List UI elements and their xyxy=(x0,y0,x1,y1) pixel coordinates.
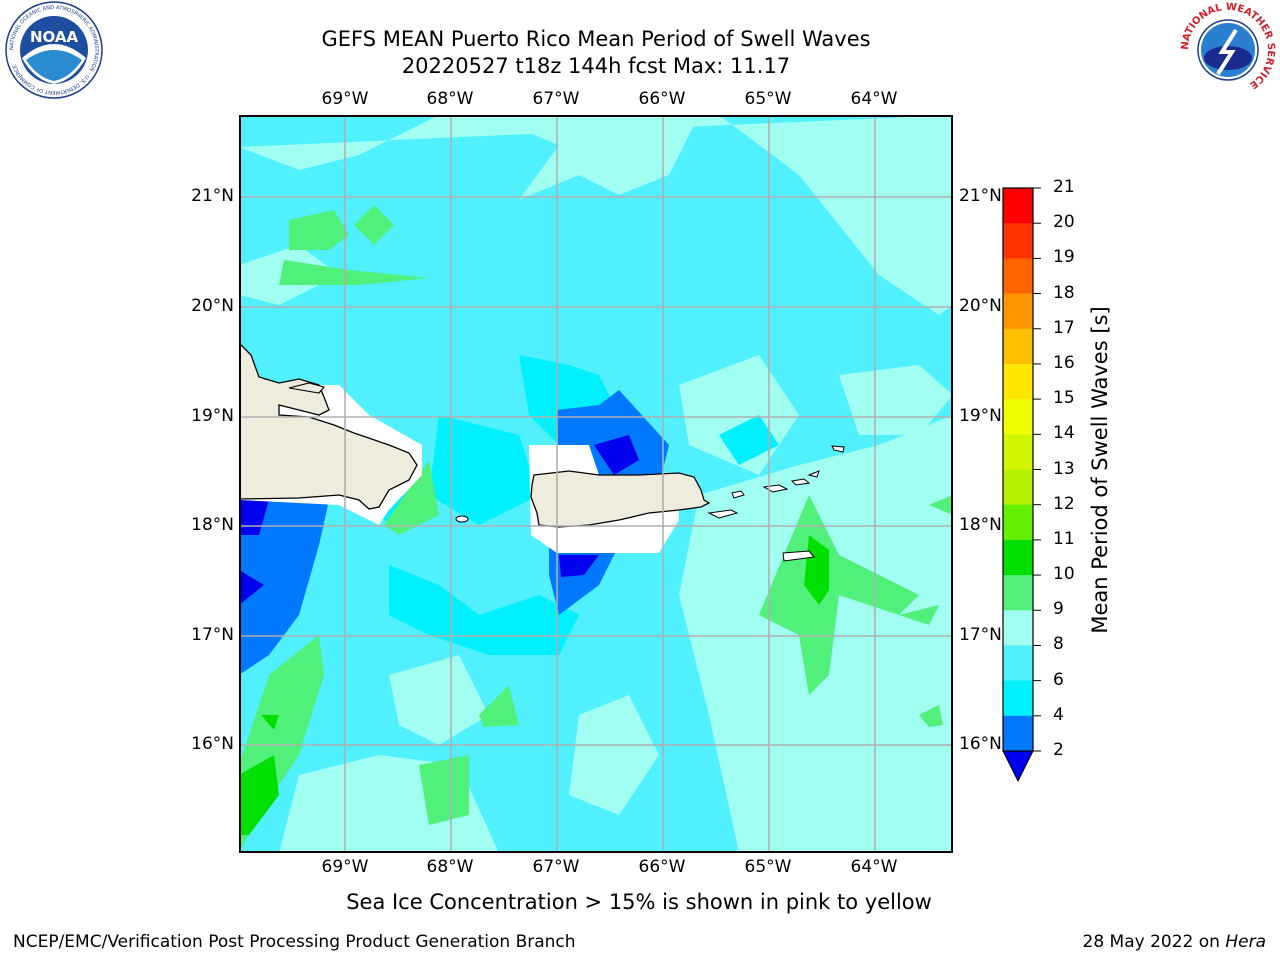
colorbar-tick-label: 20 xyxy=(1053,212,1075,233)
noaa-logo-text: NOAA xyxy=(30,28,79,46)
nws-logo: NATIONAL WEATHER SERVICE xyxy=(1178,0,1278,104)
colorbar-tick-label: 13 xyxy=(1053,458,1075,479)
colorbar-tick-label: 21 xyxy=(1053,177,1075,197)
colorbar-tick-label: 11 xyxy=(1053,528,1075,549)
run-date-credit: 28 May 2022 on Hera xyxy=(1083,932,1267,952)
swell-period-map[interactable] xyxy=(238,115,953,853)
producer-credit: NCEP/EMC/Verification Post Processing Pr… xyxy=(13,932,576,952)
colorbar-bin xyxy=(1003,223,1033,259)
colorbar-tick-label: 2 xyxy=(1053,740,1064,760)
lat-label: 17°N xyxy=(191,625,234,645)
lat-label: 18°N xyxy=(959,515,1002,535)
colorbar-tick-label: 19 xyxy=(1053,247,1075,268)
colorbar-tick-label: 4 xyxy=(1053,704,1064,725)
colorbar-bin xyxy=(1003,539,1033,576)
colorbar-under-arrow xyxy=(1002,750,1034,783)
colorbar-tick-label: 10 xyxy=(1053,564,1075,585)
sea-ice-footnote: Sea Ice Concentration > 15% is shown in … xyxy=(346,890,932,914)
lat-label: 20°N xyxy=(191,296,234,316)
lon-label: 69°W xyxy=(321,89,369,109)
colorbar-bin xyxy=(1003,504,1033,541)
islet xyxy=(288,382,325,394)
lat-label: 16°N xyxy=(191,734,234,754)
colorbar-bin xyxy=(1003,293,1033,330)
colorbar-bin xyxy=(1003,328,1033,365)
lon-label: 67°W xyxy=(532,857,580,877)
hispaniola-land xyxy=(238,341,418,510)
colorbar-bin xyxy=(1003,188,1033,224)
lat-label: 18°N xyxy=(191,515,234,535)
map-frame xyxy=(239,115,953,853)
chart-title: GEFS MEAN Puerto Rico Mean Period of Swe… xyxy=(321,27,871,51)
lat-label: 21°N xyxy=(191,186,234,206)
colorbar-tick-label: 9 xyxy=(1053,599,1064,620)
colorbar-label: Mean Period of Swell Waves [s] xyxy=(1088,306,1112,634)
colorbar-bin xyxy=(1003,715,1033,752)
lat-label: 19°N xyxy=(959,406,1002,426)
lon-label: 68°W xyxy=(426,89,474,109)
lon-label: 64°W xyxy=(850,89,898,109)
colorbar-tick-label: 17 xyxy=(1053,317,1075,338)
machine-name: Hera xyxy=(1225,932,1266,952)
colorbar-bin xyxy=(1003,258,1033,295)
colorbar-tick-label: 15 xyxy=(1053,388,1075,409)
colorbar-tick-label: 18 xyxy=(1053,282,1075,303)
lon-label: 69°W xyxy=(321,857,369,877)
puerto-rico-land[interactable] xyxy=(530,470,711,528)
lon-label: 66°W xyxy=(638,89,686,109)
colorbar-bin xyxy=(1003,645,1033,682)
colorbar-tick-label: 16 xyxy=(1053,352,1075,373)
colorbar-bin xyxy=(1003,469,1033,506)
colorbar-bin xyxy=(1003,399,1033,435)
map-gridlines xyxy=(239,115,953,853)
colorbar-bin xyxy=(1003,680,1033,717)
noaa-logo: NATIONAL OCEANIC AND ATMOSPHERIC ADMINIS… xyxy=(4,0,104,104)
colorbar xyxy=(1000,185,1050,789)
chart-subtitle: 20220527 t18z 144h fcst Max: 11.17 xyxy=(401,54,791,78)
lat-label: 16°N xyxy=(959,734,1002,754)
colorbar-tick-label: 14 xyxy=(1053,423,1075,444)
colorbar-bin xyxy=(1003,363,1033,400)
lon-label: 65°W xyxy=(744,857,792,877)
lon-label: 65°W xyxy=(744,89,792,109)
colorbar-tick-label: 12 xyxy=(1053,493,1075,514)
mona-island xyxy=(455,515,469,523)
lat-label: 19°N xyxy=(191,406,234,426)
lat-label: 20°N xyxy=(959,296,1002,316)
lon-label: 64°W xyxy=(850,857,898,877)
virgin-islands xyxy=(707,445,845,562)
lon-label: 68°W xyxy=(426,857,474,877)
colorbar-bin xyxy=(1003,434,1033,470)
lon-label: 67°W xyxy=(532,89,580,109)
colorbar-tick-label: 6 xyxy=(1053,669,1064,690)
run-date: 28 May 2022 on xyxy=(1082,932,1226,952)
colorbar-tick-label: 8 xyxy=(1053,634,1064,655)
lat-label: 21°N xyxy=(959,186,1002,206)
colorbar-bin xyxy=(1003,610,1033,646)
lon-label: 66°W xyxy=(638,857,686,877)
lat-label: 17°N xyxy=(959,625,1002,645)
colorbar-bin xyxy=(1003,575,1033,611)
